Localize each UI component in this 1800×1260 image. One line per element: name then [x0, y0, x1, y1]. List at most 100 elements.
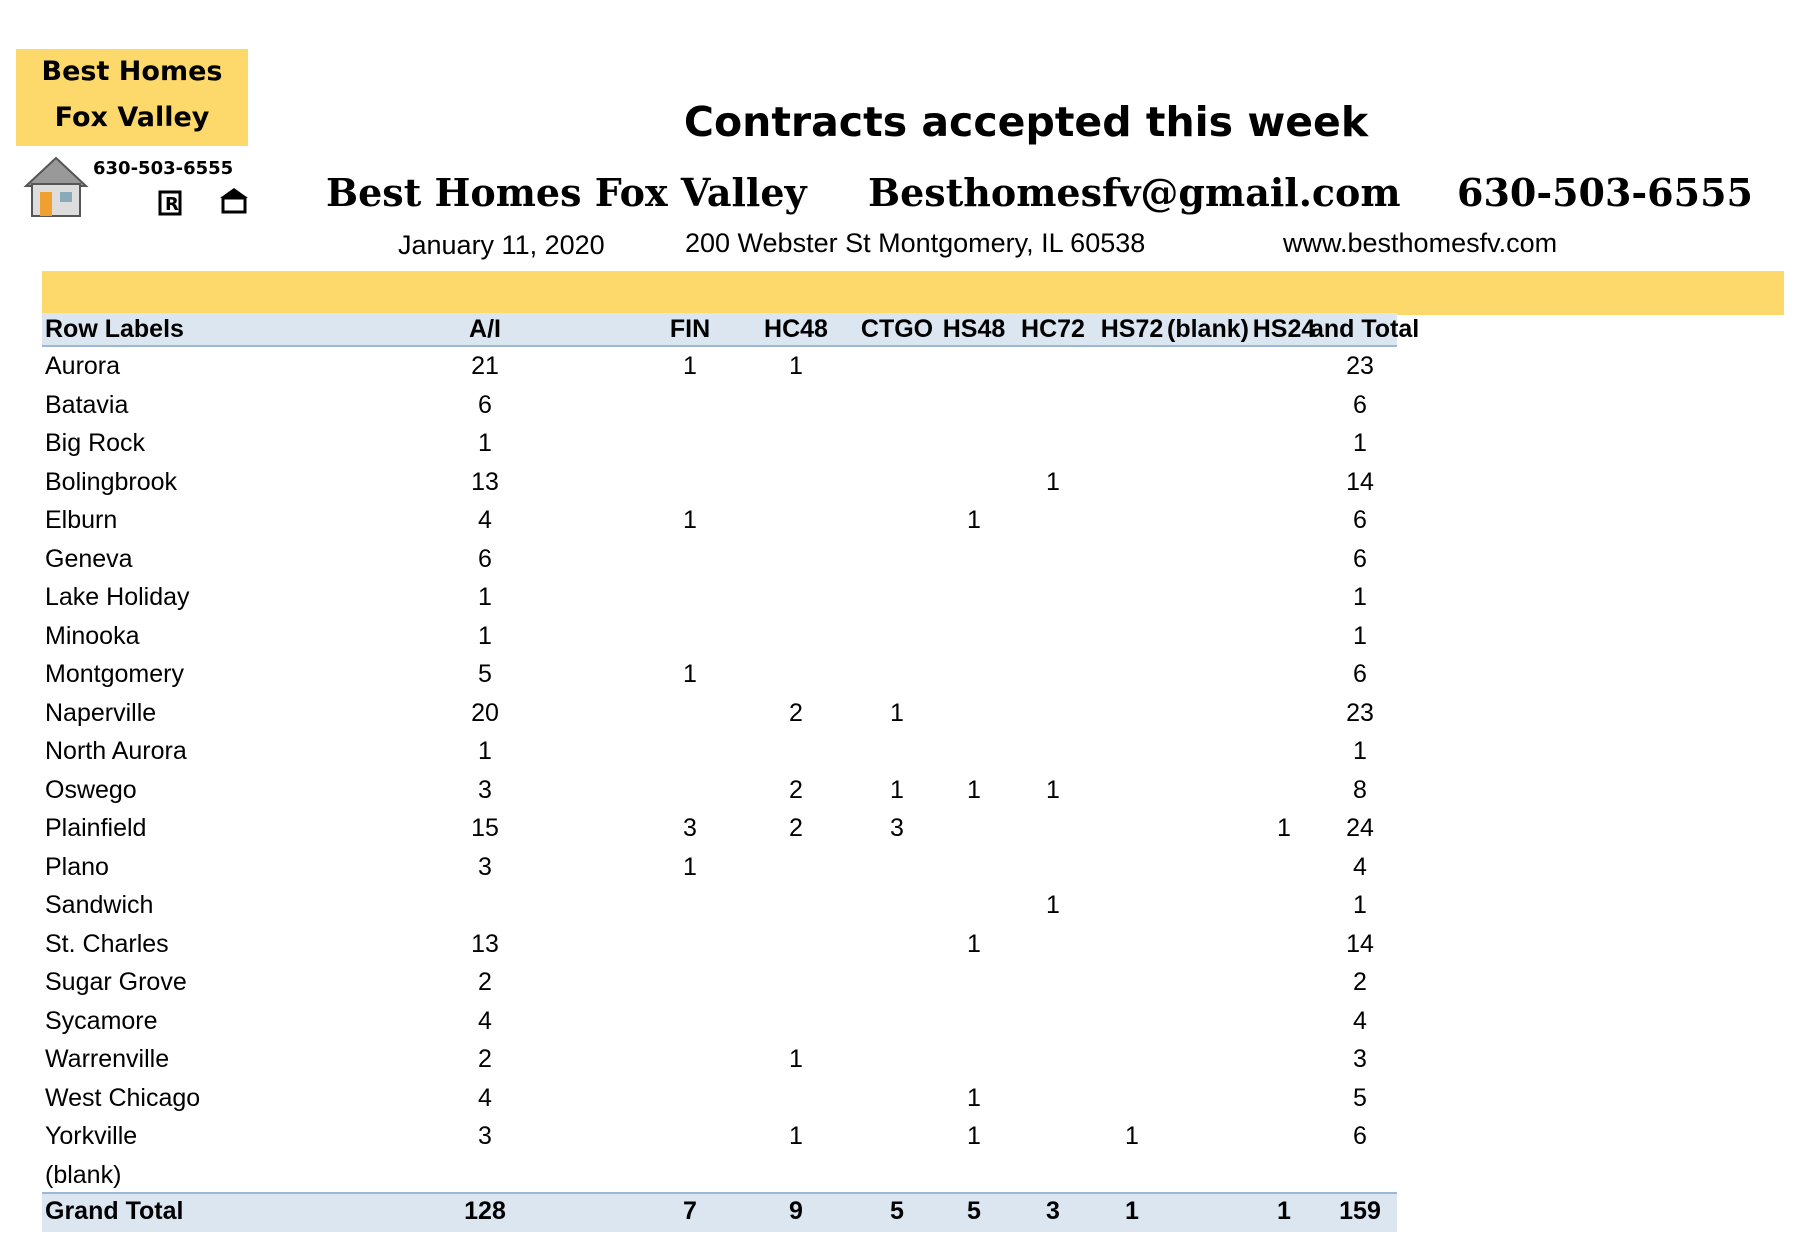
cell: 1	[1353, 891, 1367, 919]
cell: 1	[890, 698, 904, 727]
cell: 1	[1046, 775, 1060, 804]
cell: 1	[478, 583, 492, 611]
cell: 5	[1353, 1083, 1367, 1112]
column-header: HS72	[1100, 315, 1164, 343]
title: Contracts accepted this week	[683, 98, 1369, 146]
column-header: and Total	[1310, 315, 1420, 343]
cell: 1	[683, 660, 697, 688]
cell: 1	[1353, 737, 1367, 765]
cell: 23	[1346, 698, 1374, 727]
row-label: Yorkville	[45, 1122, 138, 1150]
cell: 6	[1353, 506, 1367, 534]
total-cell: 5	[890, 1197, 904, 1225]
cell: 15	[471, 814, 499, 842]
email: Besthomesfv@gmail.com	[868, 170, 1401, 215]
logo-line: Best Homes	[41, 56, 223, 87]
cell: 1	[789, 1122, 803, 1150]
cell: 21	[471, 352, 499, 380]
cell: 13	[471, 467, 499, 496]
row-label: Geneva	[45, 544, 133, 573]
cell: 1	[683, 352, 697, 380]
cell: 1	[478, 429, 492, 457]
cell: 4	[478, 506, 492, 534]
total-cell: 1	[1277, 1197, 1291, 1225]
cell: 6	[1353, 544, 1367, 573]
cell: 1	[967, 506, 981, 534]
cell: 6	[1353, 390, 1367, 419]
cell: 1	[1046, 891, 1060, 919]
logo-line: Fox Valley	[54, 102, 210, 133]
highlight-bar	[42, 271, 1784, 315]
cell: 1	[1277, 814, 1291, 842]
total-row-bg	[42, 1192, 1397, 1232]
row-label: Batavia	[45, 390, 129, 419]
cell: 1	[1353, 621, 1367, 650]
cell: 6	[478, 544, 492, 573]
row-label: Sugar Grove	[45, 968, 187, 996]
cell: 23	[1346, 352, 1374, 380]
row-label: Warrenville	[45, 1045, 170, 1073]
cell: 1	[683, 506, 697, 534]
column-header: HS24	[1252, 315, 1316, 343]
cell: 3	[478, 775, 492, 804]
cell: 1	[683, 852, 697, 881]
cell: 6	[478, 390, 492, 419]
cell: 2	[789, 698, 803, 727]
brand: Best Homes Fox Valley	[326, 170, 807, 215]
cell: 13	[471, 929, 499, 958]
cell: 14	[1346, 929, 1374, 958]
date: January 11, 2020	[398, 230, 605, 260]
column-header: Row Labels	[45, 315, 184, 343]
row-label: Elburn	[45, 506, 118, 534]
total-cell: 159	[1339, 1197, 1381, 1225]
logo-icons: R 630-503-6555	[23, 156, 248, 217]
cell: 3	[890, 814, 904, 842]
cell: 1	[967, 1083, 981, 1112]
cell: 1	[478, 621, 492, 650]
cell: 1	[967, 1122, 981, 1150]
row-label: Oswego	[45, 775, 137, 804]
cell: 1	[1353, 583, 1367, 611]
row-label: West Chicago	[45, 1083, 201, 1112]
cell: 14	[1346, 467, 1374, 496]
row-label: Plainfield	[45, 814, 147, 842]
row-label: Naperville	[45, 698, 157, 727]
total-cell: 3	[1046, 1197, 1060, 1225]
cell: 1	[1125, 1122, 1139, 1150]
row-label: Big Rock	[45, 429, 146, 457]
row-label: Sycamore	[45, 1006, 158, 1035]
cell: 3	[478, 1122, 492, 1150]
cell: 2	[1353, 968, 1367, 996]
column-header: CTGO	[860, 315, 934, 343]
row-label: St. Charles	[45, 929, 169, 958]
column-header: A/I	[469, 315, 501, 343]
row-label: Lake Holiday	[45, 583, 190, 611]
cell: 1	[967, 929, 981, 958]
cell: 2	[789, 775, 803, 804]
cell: 6	[1353, 660, 1367, 688]
cell: 1	[1046, 467, 1060, 496]
total-cell: 9	[789, 1197, 803, 1225]
total-cell: 1	[1125, 1197, 1139, 1225]
website: www.besthomesfv.com	[1283, 228, 1558, 258]
row-label: Plano	[45, 852, 109, 881]
row-label: (blank)	[45, 1160, 122, 1189]
cell: 1	[890, 775, 904, 804]
cell: 2	[478, 1045, 492, 1073]
cell: 4	[1353, 852, 1367, 881]
cell: 1	[478, 737, 492, 765]
column-header: (blank)	[1167, 315, 1249, 343]
cell: 3	[683, 814, 697, 842]
cell: 3	[1353, 1045, 1367, 1073]
header-row-bg	[42, 313, 1397, 347]
cell: 1	[967, 775, 981, 804]
cell: 20	[471, 698, 499, 727]
cell: 6	[1353, 1122, 1367, 1150]
row-label: Aurora	[45, 352, 121, 380]
cell: 24	[1346, 814, 1374, 842]
total-label: Grand Total	[45, 1197, 184, 1225]
row-label: Sandwich	[45, 891, 154, 919]
logo-phone: 630-503-6555	[93, 158, 233, 179]
phone: 630-503-6555	[1457, 170, 1753, 215]
